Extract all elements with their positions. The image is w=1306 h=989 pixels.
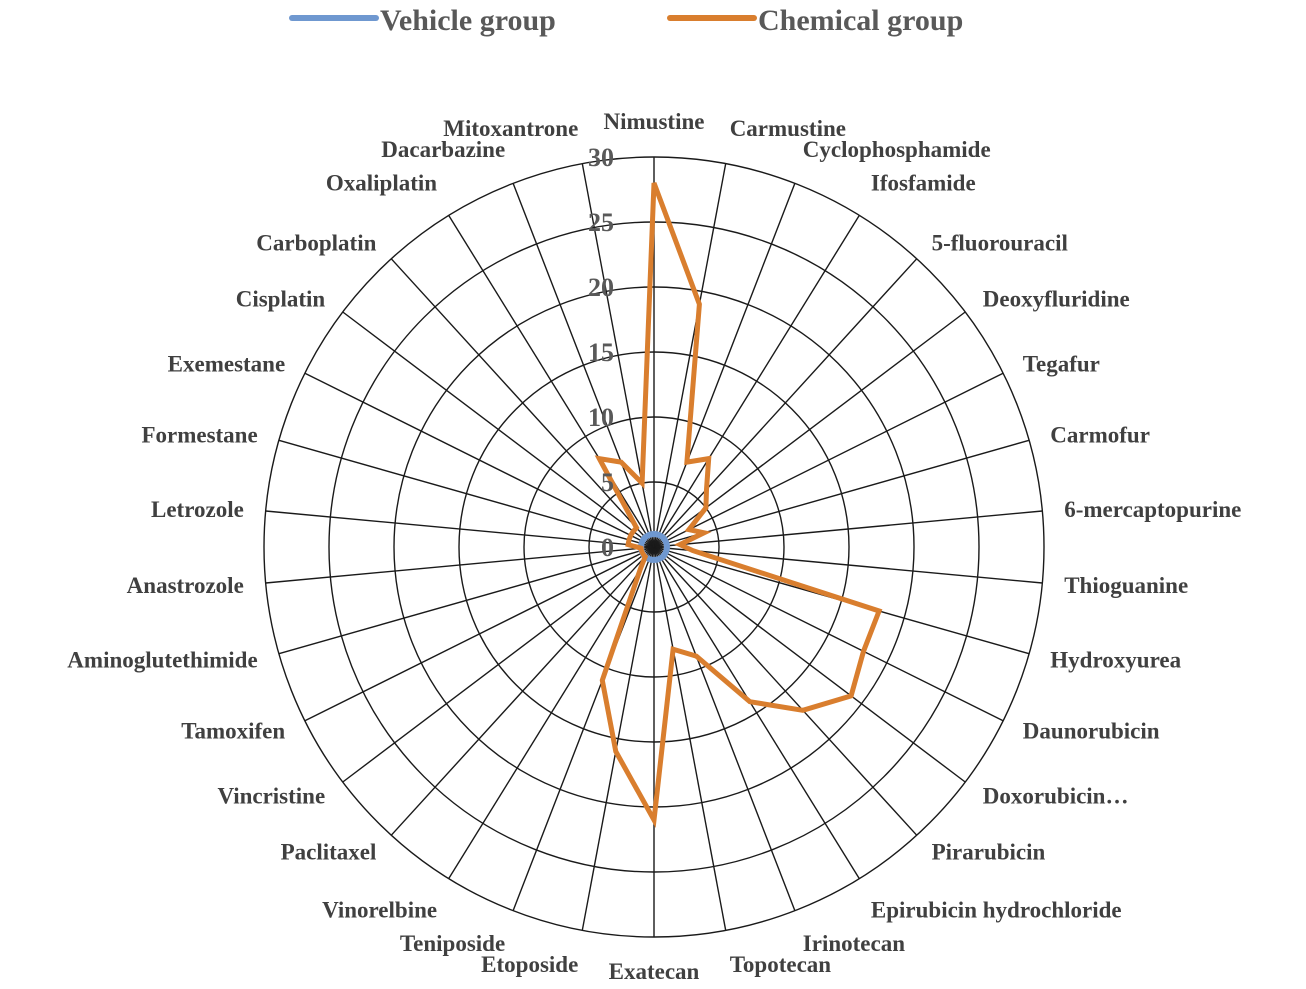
grid-spoke [581, 546, 655, 931]
tick-label: 10 [588, 403, 614, 432]
series-line-chemical [594, 182, 883, 829]
grid-spoke [653, 215, 860, 548]
grid-spoke [653, 546, 796, 911]
grid-spoke [304, 372, 655, 548]
category-label: Oxaliplatin [326, 171, 437, 196]
grid-spoke [653, 258, 918, 548]
category-label: Letrozole [151, 497, 244, 522]
grid-spoke [653, 546, 918, 836]
category-label: Vinorelbine [322, 897, 437, 922]
category-label: Mitoxantrone [443, 116, 578, 141]
category-label: Tamoxifen [181, 719, 285, 744]
category-label: Deoxyfluridine [983, 287, 1130, 312]
grid-spoke [390, 546, 655, 836]
grid-spoke [653, 372, 1004, 548]
grid-spoke [653, 163, 727, 548]
category-label: Exatecan [609, 959, 700, 984]
category-label: Formestane [141, 422, 257, 447]
tick-label: 30 [588, 143, 614, 172]
grid-spoke [653, 546, 860, 879]
category-label: Thioguanine [1064, 573, 1188, 598]
category-label: 6-mercaptopurine [1064, 497, 1241, 522]
category-label: Teniposide [400, 931, 505, 956]
grid-spoke [342, 546, 655, 783]
grid-spoke [342, 311, 655, 548]
category-label: Carmofur [1050, 422, 1150, 447]
tick-label: 25 [588, 208, 614, 237]
grid-spoke [653, 439, 1030, 548]
legend-label-vehicle: Vehicle group [380, 4, 556, 37]
category-label: Exemestane [168, 351, 286, 376]
category-label: Dacarbazine [381, 137, 505, 162]
grid-spoke [265, 546, 655, 584]
category-label: Anastrozole [127, 573, 244, 598]
grid-spoke [653, 546, 966, 783]
legend: Vehicle group Chemical group [289, 4, 963, 37]
grid-spoke [653, 183, 796, 548]
category-label: Doxorubicin… [983, 783, 1129, 808]
category-label: Tegafur [1023, 351, 1100, 376]
grid-spoke [653, 546, 1043, 584]
grid-spoke [512, 183, 655, 548]
tick-label: 0 [601, 533, 614, 562]
series-line-vehicle [638, 530, 670, 564]
radar-series [594, 182, 883, 829]
category-label: Carmustine [730, 116, 846, 141]
grid-spoke [448, 546, 655, 879]
category-label: Hydroxyurea [1050, 648, 1181, 673]
category-label: Irinotecan [803, 931, 905, 956]
grid-spoke [304, 546, 655, 722]
category-label: Daunorubicin [1023, 719, 1160, 744]
category-label: Pirarubicin [932, 840, 1046, 865]
category-label: Vincristine [217, 783, 325, 808]
grid-spoke [278, 546, 655, 655]
grid-spoke [653, 510, 1043, 548]
grid-spoke [653, 546, 727, 931]
tick-label: 15 [588, 338, 614, 367]
grid-spoke [278, 439, 655, 548]
legend-label-chemical: Chemical group [758, 4, 963, 37]
radial-axis-ticks: 0 5 10 15 20 25 30 [588, 143, 614, 562]
tick-label: 20 [588, 273, 614, 302]
category-label: Cyclophosphamide [803, 137, 991, 162]
category-label: Ifosfamide [871, 171, 976, 196]
category-label: Cisplatin [236, 287, 326, 312]
grid-spoke [653, 546, 1004, 722]
tick-label: 5 [601, 468, 614, 497]
grid-spoke [265, 510, 655, 548]
category-label: Carboplatin [256, 231, 376, 256]
category-label: Etoposide [481, 952, 578, 977]
category-label: Paclitaxel [281, 840, 377, 865]
grid-spoke [390, 258, 655, 548]
category-label: Nimustine [604, 109, 705, 134]
category-label: 5-fluorouracil [932, 231, 1068, 256]
grid-spoke [512, 546, 655, 911]
category-label: Topotecan [730, 952, 832, 977]
category-label: Aminoglutethimide [67, 648, 257, 673]
category-label: Epirubicin hydrochloride [871, 897, 1122, 922]
